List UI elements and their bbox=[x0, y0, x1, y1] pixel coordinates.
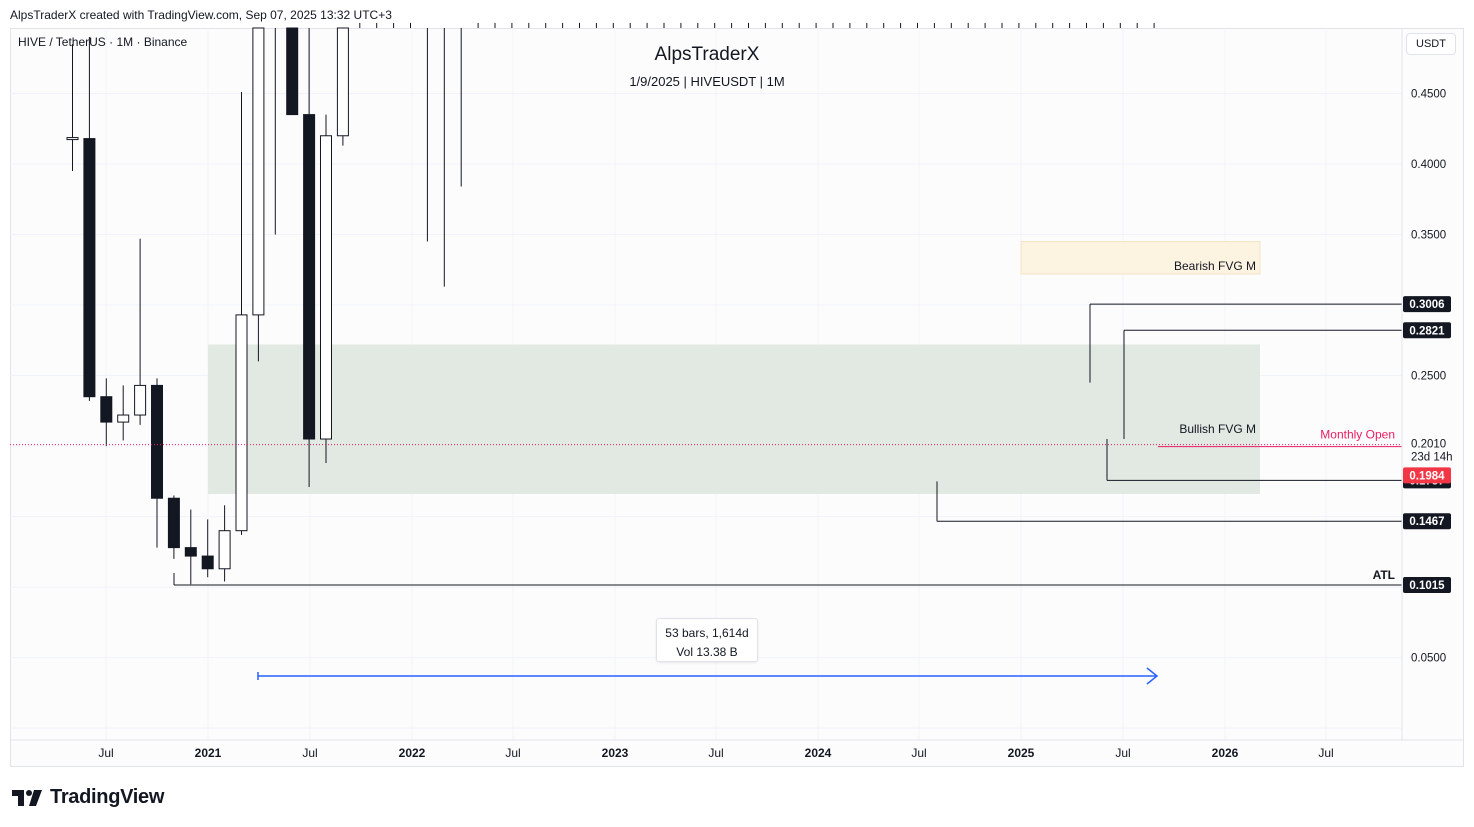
bullish-fvg-label: Bullish FVG M bbox=[1179, 422, 1256, 436]
bearish-candle-body bbox=[303, 114, 316, 440]
y-tick-label: 0.4000 bbox=[1411, 159, 1446, 171]
symbol-legend[interactable]: HIVE / TetherUS · 1M · Binance bbox=[18, 35, 188, 49]
monthly-open-label: Monthly Open bbox=[1320, 428, 1395, 442]
current-price-tag bbox=[1403, 467, 1451, 484]
x-tick-label: Jul bbox=[911, 746, 926, 760]
bearish-candle-body bbox=[83, 138, 96, 398]
x-tick-label: 2023 bbox=[602, 746, 629, 760]
candle bbox=[218, 505, 231, 582]
candles bbox=[66, 22, 1155, 585]
bullish-candle-body bbox=[134, 384, 147, 416]
candle bbox=[167, 495, 180, 559]
bullish-candle-body bbox=[117, 414, 130, 423]
x-tick-label: 2021 bbox=[195, 746, 222, 760]
level-tag-label: 0.3006 bbox=[1409, 299, 1444, 311]
candle bbox=[303, 28, 316, 487]
y-tick-label: 0.4500 bbox=[1411, 88, 1446, 100]
annotations bbox=[257, 667, 1159, 685]
bearish-candle-body bbox=[184, 547, 197, 557]
bearish-fvg-label: Bearish FVG M bbox=[1174, 259, 1256, 273]
x-tick-label: 2022 bbox=[399, 746, 426, 760]
bearish-candle-body bbox=[167, 497, 180, 549]
bar-countdown: 23d 14h bbox=[1411, 452, 1453, 464]
level-tag-label: 0.2821 bbox=[1409, 325, 1445, 337]
x-tick-label: Jul bbox=[505, 746, 520, 760]
bullish-candle-body bbox=[320, 135, 332, 440]
y-tick-label: 0.2500 bbox=[1411, 371, 1446, 383]
level-tag-label: 0.1467 bbox=[1409, 516, 1444, 528]
candle bbox=[235, 92, 248, 535]
candle bbox=[320, 114, 332, 463]
atl-label: ATL bbox=[1373, 568, 1395, 582]
x-tick-label: Jul bbox=[708, 746, 723, 760]
price-level: 0.1015 ATL bbox=[174, 568, 1451, 593]
candle bbox=[117, 385, 130, 441]
price-level: 0.3006 bbox=[1090, 296, 1451, 313]
candle bbox=[100, 378, 113, 447]
x-tick-label: Jul bbox=[302, 746, 317, 760]
measure-arrow-head bbox=[1146, 667, 1159, 685]
candle bbox=[83, 37, 96, 401]
watermark-title: AlpsTraderX bbox=[654, 44, 760, 65]
tradingview-logo-icon bbox=[12, 789, 42, 806]
bullish-fvg-zone bbox=[208, 344, 1260, 495]
chart-credit: AlpsTraderX created with TradingView.com… bbox=[10, 8, 392, 22]
bearish-fvg-zone bbox=[1020, 241, 1261, 275]
watermark-subtitle: 1/9/2025 | HIVEUSDT | 1M bbox=[629, 74, 785, 89]
measure-volume-label: Vol 13.38 B bbox=[676, 645, 738, 659]
candle bbox=[151, 378, 163, 548]
candle bbox=[134, 238, 147, 425]
monthly-open-price: 0.2010 bbox=[1411, 439, 1446, 451]
x-tick-label: Jul bbox=[1318, 746, 1333, 760]
tradingview-brand: TradingView bbox=[50, 786, 165, 808]
current-price-label: 0.1984 bbox=[1409, 470, 1445, 482]
candle bbox=[184, 509, 197, 585]
price-level: 0.2821 bbox=[1124, 322, 1451, 339]
y-tick-label: 0.0500 bbox=[1411, 653, 1446, 665]
bearish-candle-body bbox=[151, 384, 163, 499]
x-tick-label: 2025 bbox=[1008, 746, 1035, 760]
bearish-candle-body bbox=[100, 396, 113, 423]
fvg-zones: Bullish FVG M Bearish FVG M bbox=[208, 241, 1261, 495]
bearish-candle-body bbox=[286, 27, 299, 116]
tradingview-logo[interactable]: TradingView bbox=[12, 786, 164, 809]
level-tag bbox=[1403, 322, 1451, 339]
candle bbox=[201, 519, 214, 578]
bullish-candle-body bbox=[336, 27, 349, 137]
level-tag bbox=[1403, 296, 1451, 313]
level-tag bbox=[1403, 513, 1451, 530]
x-tick-label: 2026 bbox=[1212, 746, 1239, 760]
currency-button[interactable]: USDT bbox=[1406, 33, 1456, 55]
x-tick-label: Jul bbox=[1115, 746, 1130, 760]
bullish-candle-body bbox=[235, 314, 248, 532]
candle bbox=[252, 27, 265, 362]
price-level: 0.1467 bbox=[937, 513, 1451, 530]
candle bbox=[66, 44, 79, 172]
price-levels: 0.30060.28210.17570.14670.1015ATLMonthly… bbox=[10, 296, 1451, 593]
measure-tooltip: 53 bars, 1,614d Vol 13.38 B bbox=[656, 618, 758, 662]
candle bbox=[286, 27, 299, 116]
bullish-candle-body bbox=[218, 530, 231, 570]
x-tick-label: 2024 bbox=[805, 746, 832, 760]
candle bbox=[336, 27, 349, 146]
measure-bars-label: 53 bars, 1,614d bbox=[665, 626, 749, 640]
bullish-candle-body bbox=[252, 27, 265, 316]
x-tick-label: Jul bbox=[98, 746, 113, 760]
level-tag bbox=[1403, 576, 1451, 593]
level-tag-label: 0.1015 bbox=[1409, 580, 1445, 592]
y-tick-label: 0.3500 bbox=[1411, 229, 1446, 241]
bullish-candle-body bbox=[66, 137, 79, 141]
bearish-candle-body bbox=[201, 555, 214, 570]
